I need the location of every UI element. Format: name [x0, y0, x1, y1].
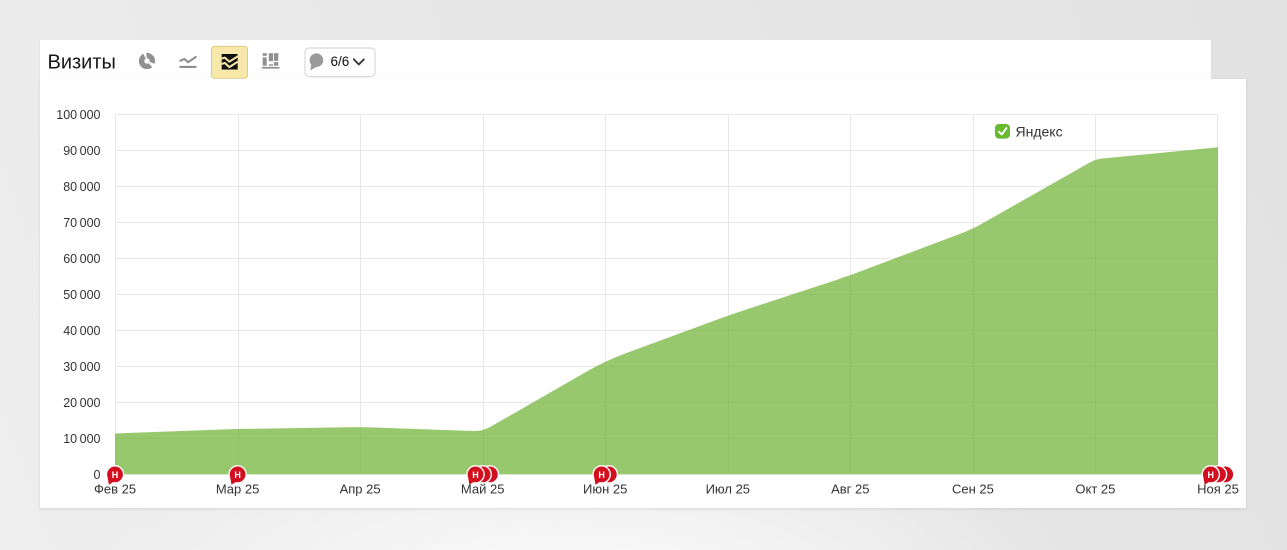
svg-text:0: 0 [94, 468, 101, 482]
svg-text:Июл 25: Июл 25 [706, 482, 750, 497]
svg-text:50 000: 50 000 [63, 288, 100, 302]
svg-text:100 000: 100 000 [56, 108, 100, 122]
svg-text:Н: Н [1208, 470, 1215, 480]
svg-text:30 000: 30 000 [63, 360, 100, 374]
svg-text:Н: Н [472, 470, 479, 480]
svg-text:Авг 25: Авг 25 [831, 482, 869, 497]
svg-text:Н: Н [112, 470, 119, 480]
svg-text:Окт 25: Окт 25 [1075, 482, 1115, 497]
svg-text:Яндекс: Яндекс [1016, 123, 1063, 139]
svg-text:10 000: 10 000 [63, 432, 100, 446]
svg-text:80 000: 80 000 [63, 180, 100, 194]
svg-text:90 000: 90 000 [63, 144, 100, 158]
svg-text:20 000: 20 000 [63, 396, 100, 410]
svg-text:70 000: 70 000 [63, 216, 100, 230]
svg-text:Мар 25: Мар 25 [216, 482, 260, 497]
svg-text:Сен 25: Сен 25 [952, 482, 994, 497]
svg-text:60 000: 60 000 [63, 252, 100, 266]
svg-text:Май 25: Май 25 [461, 482, 505, 497]
svg-text:Апр 25: Апр 25 [340, 482, 381, 497]
svg-text:6/6: 6/6 [331, 54, 350, 69]
svg-text:Н: Н [598, 470, 605, 480]
svg-text:Фев 25: Фев 25 [94, 482, 136, 497]
svg-text:Н: Н [234, 470, 241, 480]
svg-text:Ноя 25: Ноя 25 [1197, 482, 1239, 497]
svg-text:Июн 25: Июн 25 [583, 482, 627, 497]
svg-text:40 000: 40 000 [63, 324, 100, 338]
svg-text:Визиты: Визиты [48, 52, 116, 74]
